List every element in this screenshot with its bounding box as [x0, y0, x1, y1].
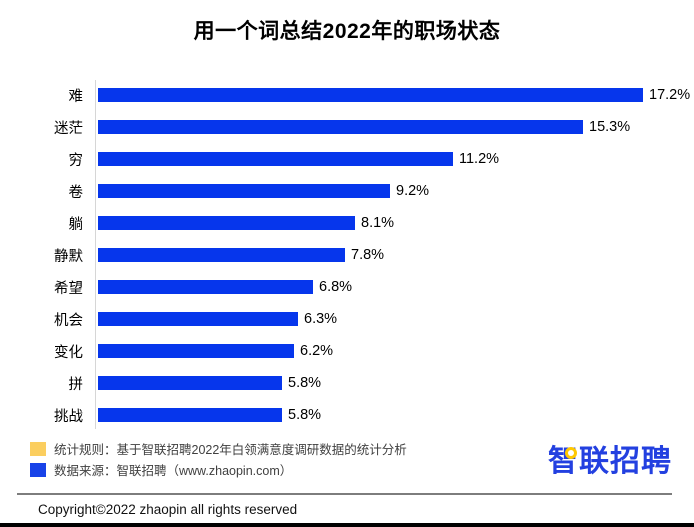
legend: 统计规则：基于智联招聘2022年白领满意度调研数据的统计分析 数据来源：智联招聘… [30, 441, 407, 483]
bar [98, 216, 355, 230]
bar-row: 迷茫 15.3% [0, 111, 694, 143]
value-label: 11.2% [459, 151, 500, 167]
bar [98, 312, 298, 326]
value-label: 9.2% [396, 183, 430, 199]
category-label: 变化 [54, 344, 83, 361]
bar-row: 挑战 5.8% [0, 399, 694, 431]
legend-item-rule: 统计规则：基于智联招聘2022年白领满意度调研数据的统计分析 [30, 441, 407, 457]
bar-area: 11.2% [95, 151, 694, 167]
category-label: 机会 [54, 312, 83, 329]
bar [98, 184, 390, 198]
bar-area: 6.8% [95, 279, 694, 295]
bar [98, 152, 453, 166]
value-label: 6.2% [300, 343, 334, 359]
value-label: 15.3% [589, 119, 631, 135]
bar-area: 6.3% [95, 311, 694, 327]
value-label: 6.8% [319, 279, 353, 295]
bar-row: 希望 6.8% [0, 271, 694, 303]
bar [98, 248, 345, 262]
value-label: 5.8% [288, 375, 322, 391]
copyright-text: Copyright©2022 zhaopin all rights reserv… [38, 502, 298, 517]
bar-area: 5.8% [95, 375, 694, 391]
category-label: 挑战 [54, 408, 83, 425]
category-label: 躺 [68, 216, 84, 233]
bar [98, 88, 643, 102]
legend-item-source: 数据来源：智联招聘（www.zhaopin.com） [30, 462, 407, 478]
bar-row: 卷 9.2% [0, 175, 694, 207]
zhaopin-logo-dot-icon [565, 447, 577, 459]
zhaopin-logo: 智联招聘 [548, 445, 672, 481]
bar [98, 280, 313, 294]
bar [98, 408, 282, 422]
category-label: 迷茫 [54, 120, 83, 137]
bar-row: 躺 8.1% [0, 207, 694, 239]
bar [98, 344, 294, 358]
bar-area: 9.2% [95, 183, 694, 199]
bar-row: 机会 6.3% [0, 303, 694, 335]
bar-area: 17.2% [95, 87, 694, 103]
bar [98, 120, 583, 134]
bar-row: 穷 11.2% [0, 143, 694, 175]
bar-area: 5.8% [95, 407, 694, 423]
legend-swatch-yellow [30, 441, 46, 456]
legend-label-rule: 统计规则：基于智联招聘2022年白领满意度调研数据的统计分析 [54, 443, 407, 457]
y-axis-line [95, 80, 96, 429]
bar-area: 8.1% [95, 215, 694, 231]
category-label: 难 [68, 88, 84, 105]
value-label: 7.8% [351, 247, 385, 263]
category-label: 静默 [54, 248, 83, 265]
bottom-border [0, 523, 694, 527]
bar-row: 静默 7.8% [0, 239, 694, 271]
page-title: 用一个词总结2022年的职场状态 [193, 20, 501, 43]
bar-area: 15.3% [95, 119, 694, 135]
value-label: 6.3% [304, 311, 338, 327]
legend-label-source: 数据来源：智联招聘（www.zhaopin.com） [54, 464, 293, 478]
bar-row: 拼 5.8% [0, 367, 694, 399]
category-label: 拼 [68, 376, 84, 393]
bar-area: 6.2% [95, 343, 694, 359]
category-label: 穷 [68, 152, 84, 169]
category-label: 卷 [68, 184, 84, 201]
category-label: 希望 [54, 280, 83, 297]
bar [98, 376, 282, 390]
footer-divider [17, 493, 672, 495]
bar-row: 变化 6.2% [0, 335, 694, 367]
chart-rows: 难 17.2% 迷茫 15.3% 穷 11.2% 卷 9.2% 躺 8.1% 静默 7.8% 希望 6.8… [0, 79, 694, 431]
bar-chart: 难 17.2% 迷茫 15.3% 穷 11.2% 卷 9.2% 躺 8.1% 静默 7.8% 希望 6.8… [0, 79, 694, 431]
bar-area: 7.8% [95, 247, 694, 263]
value-label: 5.8% [288, 407, 322, 423]
value-label: 8.1% [361, 215, 395, 231]
legend-swatch-blue [30, 462, 46, 477]
value-label: 17.2% [649, 87, 691, 103]
bar-row: 难 17.2% [0, 79, 694, 111]
